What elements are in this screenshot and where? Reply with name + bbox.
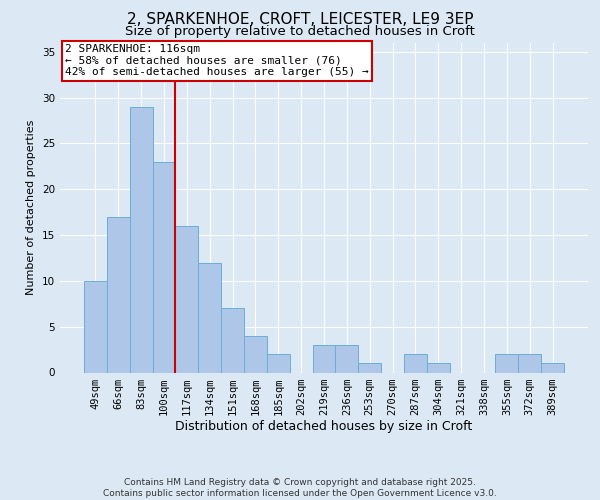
Text: Contains HM Land Registry data © Crown copyright and database right 2025.
Contai: Contains HM Land Registry data © Crown c… (103, 478, 497, 498)
Bar (496, 354, 518, 372)
Bar (358, 364, 381, 372)
Bar (221, 308, 244, 372)
Bar (175, 226, 198, 372)
Text: 2, SPARKENHOE, CROFT, LEICESTER, LE9 3EP: 2, SPARKENHOE, CROFT, LEICESTER, LE9 3EP (127, 12, 473, 28)
Bar (518, 354, 541, 372)
Bar (404, 354, 427, 372)
Bar (130, 106, 152, 372)
Bar (244, 336, 267, 372)
Bar (84, 281, 107, 372)
Bar (313, 345, 335, 372)
Bar (267, 354, 290, 372)
Bar (427, 364, 450, 372)
Bar (198, 262, 221, 372)
Bar (107, 216, 130, 372)
Text: Size of property relative to detached houses in Croft: Size of property relative to detached ho… (125, 25, 475, 38)
Text: 2 SPARKENHOE: 116sqm
← 58% of detached houses are smaller (76)
42% of semi-detac: 2 SPARKENHOE: 116sqm ← 58% of detached h… (65, 44, 369, 78)
X-axis label: Distribution of detached houses by size in Croft: Distribution of detached houses by size … (175, 420, 473, 434)
Bar (152, 162, 175, 372)
Bar (541, 364, 564, 372)
Bar (335, 345, 358, 372)
Y-axis label: Number of detached properties: Number of detached properties (26, 120, 37, 295)
